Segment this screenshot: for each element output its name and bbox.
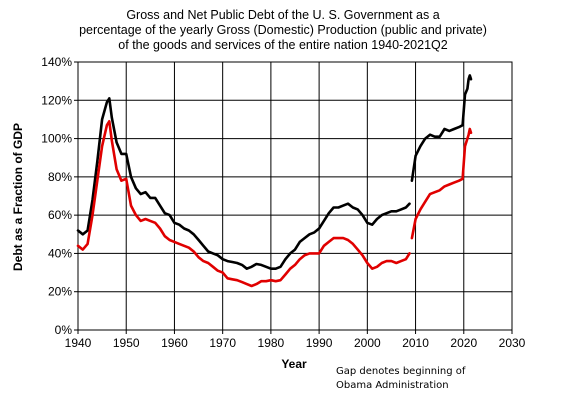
x-tick-label: 2000 xyxy=(354,336,381,350)
net-debt-line-segment-2 xyxy=(410,127,473,240)
chart-title-line-2: percentage of the yearly Gross (Domestic… xyxy=(79,23,487,37)
y-axis-ticks: 0% 20% 40% 60% 80% 100% 120% 140% xyxy=(41,55,72,337)
x-tick-label: 2030 xyxy=(499,336,526,350)
x-tick-label: 1970 xyxy=(209,336,236,350)
gross-debt-line-segment-2 xyxy=(410,74,473,182)
y-tick-label: 120% xyxy=(41,93,72,107)
y-tick-label: 100% xyxy=(41,132,72,146)
x-tick-label: 2020 xyxy=(450,336,477,350)
annotation-line-2: Obama Administration xyxy=(336,380,449,391)
chart-title-line-3: of the goods and services of the entire … xyxy=(118,38,447,52)
x-axis-label: Year xyxy=(281,357,307,371)
y-tick-label: 140% xyxy=(41,55,72,69)
y-tick-label: 40% xyxy=(48,246,72,260)
gross-debt-line-segment-1 xyxy=(76,97,411,271)
gridlines xyxy=(74,61,513,334)
x-tick-label: 1990 xyxy=(306,336,333,350)
y-tick-label: 20% xyxy=(48,285,72,299)
series-lines xyxy=(76,74,473,288)
plot-frame xyxy=(77,61,513,331)
annotation: Gap denotes beginning of Obama Administr… xyxy=(336,366,466,391)
chart-title-line-1: Gross and Net Public Debt of the U. S. G… xyxy=(126,8,439,22)
net-debt-line-segment-1 xyxy=(76,120,411,288)
chart-title: Gross and Net Public Debt of the U. S. G… xyxy=(79,8,487,52)
y-tick-label: 60% xyxy=(48,208,72,222)
y-tick-label: 0% xyxy=(55,323,73,337)
annotation-line-1: Gap denotes beginning of xyxy=(336,366,466,377)
x-axis-ticks: 1940 1950 1960 1970 1980 1990 2000 2010 2020 2030 xyxy=(65,336,526,350)
y-tick-label: 80% xyxy=(48,170,72,184)
x-tick-label: 1940 xyxy=(65,336,92,350)
y-axis-label: Debt as a Fraction of GDP xyxy=(11,123,25,271)
x-tick-label: 2010 xyxy=(402,336,429,350)
x-tick-label: 1950 xyxy=(113,336,140,350)
x-tick-label: 1980 xyxy=(258,336,285,350)
x-tick-label: 1960 xyxy=(161,336,188,350)
